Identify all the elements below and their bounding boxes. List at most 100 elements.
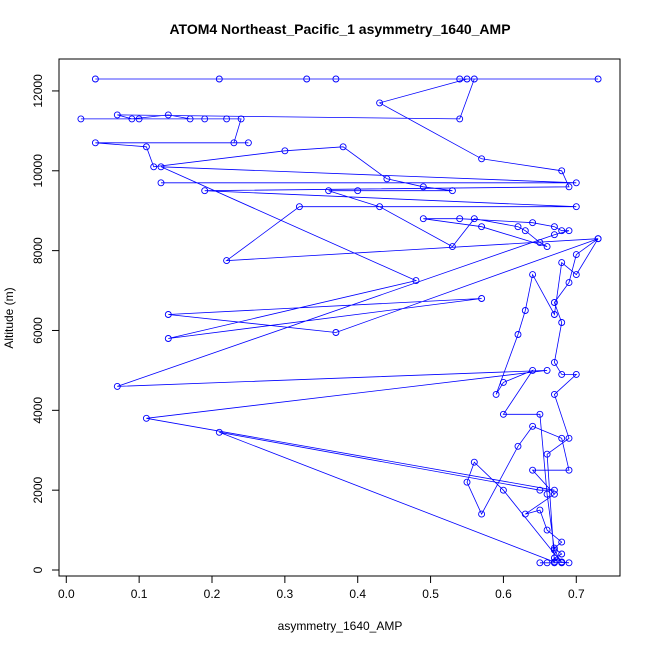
data-point xyxy=(376,99,384,107)
data-point xyxy=(164,111,172,119)
data-point xyxy=(558,559,566,567)
x-tick-label: 0.7 xyxy=(568,587,585,601)
data-point xyxy=(565,434,573,442)
data-point xyxy=(164,311,172,318)
x-tick-label: 0.0 xyxy=(58,587,75,601)
data-point xyxy=(558,550,566,558)
y-tick-label: 8000 xyxy=(31,237,45,264)
y-tick-label: 10000 xyxy=(31,154,45,188)
x-axis: 0.0 0.1 0.2 0.3 0.4 0.5 0.6 0.7 xyxy=(58,575,585,601)
data-point xyxy=(558,319,566,326)
x-tick-label: 0.3 xyxy=(277,587,294,601)
data-point xyxy=(550,544,558,552)
data-point xyxy=(419,183,427,191)
data-point xyxy=(142,414,150,422)
data-point xyxy=(550,311,558,318)
data-point xyxy=(565,559,573,567)
y-tick-label: 2000 xyxy=(31,476,45,503)
data-point xyxy=(529,366,537,374)
data-point xyxy=(150,163,158,171)
data-point xyxy=(572,251,580,259)
x-tick-label: 0.6 xyxy=(495,587,512,601)
data-point xyxy=(456,115,464,123)
data-point xyxy=(412,277,420,285)
data-point xyxy=(594,235,602,243)
data-point xyxy=(558,227,566,235)
series-points xyxy=(77,75,602,567)
data-point xyxy=(142,143,150,151)
data-point xyxy=(478,295,486,302)
data-point xyxy=(594,75,602,83)
data-point xyxy=(113,382,121,390)
data-point xyxy=(521,307,529,314)
data-point xyxy=(536,410,544,418)
data-point xyxy=(543,366,551,374)
x-axis-label: asymmetry_1640_AMP xyxy=(278,619,403,633)
data-point xyxy=(550,299,558,306)
data-point xyxy=(303,75,311,83)
y-tick-label: 0 xyxy=(31,566,45,573)
data-point xyxy=(529,271,537,279)
data-point xyxy=(91,139,99,147)
data-point xyxy=(354,187,362,195)
data-point xyxy=(529,219,537,227)
data-point xyxy=(157,179,165,187)
data-point xyxy=(470,215,478,223)
data-point xyxy=(550,546,558,554)
data-point xyxy=(237,115,245,123)
data-point xyxy=(565,227,573,235)
data-point xyxy=(478,510,486,518)
data-point xyxy=(550,358,558,366)
data-point xyxy=(332,75,340,83)
data-point xyxy=(339,143,347,151)
y-tick-label: 12000 xyxy=(31,74,45,108)
x-tick-label: 0.4 xyxy=(349,587,366,601)
data-point xyxy=(572,203,580,211)
data-point xyxy=(91,75,99,83)
data-point xyxy=(536,239,544,247)
data-point xyxy=(529,422,537,430)
data-point xyxy=(186,115,194,123)
data-point xyxy=(244,139,252,147)
data-point xyxy=(448,187,456,195)
data-point xyxy=(281,147,289,155)
data-point xyxy=(521,227,529,235)
data-point xyxy=(558,370,566,378)
data-point xyxy=(448,243,456,251)
y-tick-label: 4000 xyxy=(31,397,45,424)
data-point xyxy=(550,558,558,566)
data-point xyxy=(543,450,551,458)
data-point xyxy=(478,223,486,231)
data-point xyxy=(572,179,580,187)
data-point xyxy=(572,370,580,378)
data-point xyxy=(499,378,507,386)
data-point xyxy=(470,458,478,466)
data-point xyxy=(529,466,537,474)
data-point xyxy=(550,490,558,498)
data-point xyxy=(550,390,558,398)
y-tick-label: 6000 xyxy=(31,317,45,344)
data-point xyxy=(456,75,464,83)
data-point xyxy=(201,115,209,123)
data-point xyxy=(419,215,427,223)
data-point xyxy=(456,215,464,223)
data-point xyxy=(521,510,529,518)
data-point xyxy=(499,410,507,418)
data-point xyxy=(332,329,340,336)
data-point xyxy=(543,526,551,534)
data-point xyxy=(376,203,384,211)
chart-title: ATOM4 Northeast_Pacific_1 asymmetry_1640… xyxy=(169,21,510,37)
x-tick-label: 0.1 xyxy=(131,587,148,601)
data-point xyxy=(157,163,165,171)
data-point xyxy=(230,139,238,147)
data-point xyxy=(558,167,566,175)
x-tick-label: 0.2 xyxy=(204,587,221,601)
data-point xyxy=(543,243,551,251)
data-point xyxy=(514,442,522,450)
data-point xyxy=(478,155,486,163)
data-point xyxy=(514,223,522,231)
data-point xyxy=(565,183,573,191)
series-line xyxy=(80,78,599,564)
